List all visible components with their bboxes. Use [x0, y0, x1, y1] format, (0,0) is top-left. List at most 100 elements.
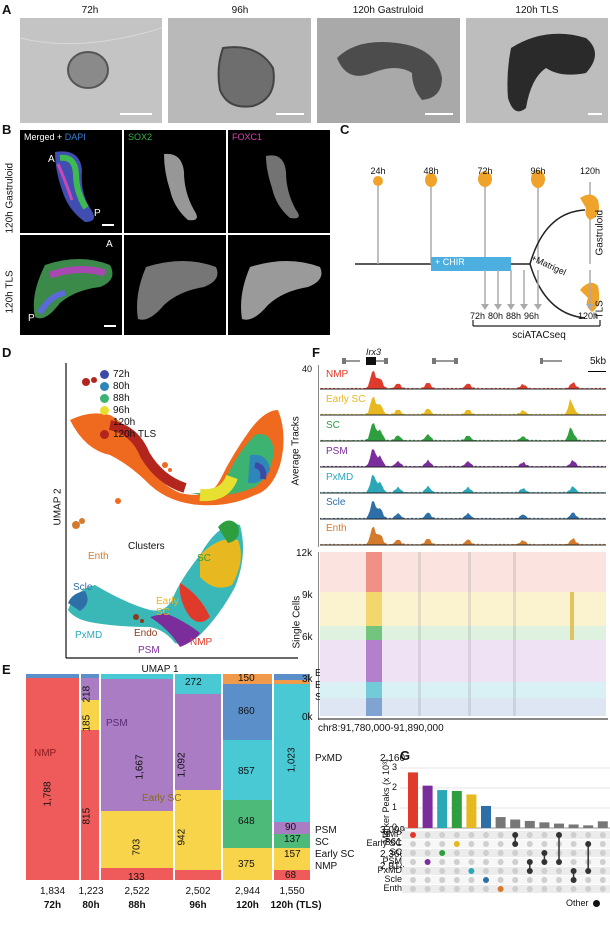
panel-label-a: A	[2, 2, 12, 17]
row-label-pxmd: PxMD	[377, 865, 403, 875]
track-label-psm: PSM	[326, 446, 348, 457]
row-label-sc: SC	[389, 847, 402, 857]
cluster-label-enth: Enth	[88, 551, 109, 562]
image-label-120h-gastruloid: 120h Gastruloid	[352, 5, 424, 16]
legend-dot-88h	[100, 394, 109, 403]
upset-dot	[570, 850, 577, 856]
upset-dot	[439, 886, 446, 892]
upset-dot	[570, 886, 577, 892]
upset-dot	[483, 886, 489, 892]
sample-120h: 120h	[578, 311, 599, 321]
upset-dot	[410, 841, 416, 847]
total-80h: 1,223	[78, 886, 104, 897]
gastruloid-label: Gastruloid	[594, 209, 606, 256]
bar-label-96h-earlysc: Early SC	[142, 793, 182, 804]
panel-label-c: C	[340, 122, 350, 137]
row-label-enth: Enth	[383, 883, 402, 893]
column-72h: 72h	[43, 900, 62, 911]
upset-dot	[497, 832, 504, 838]
bar-label-80h-nmp: 815	[81, 807, 93, 825]
channel-label-sox2: SOX2	[128, 132, 153, 142]
marker-peaks-chart	[400, 767, 610, 829]
legend-sc-count: 861	[385, 837, 402, 848]
upset-dot	[599, 841, 606, 847]
upset-dot	[453, 841, 460, 847]
marker-peaks-bar-3	[451, 790, 462, 828]
axis-label-anterior-tls: A	[106, 239, 113, 250]
legend-dot-96h	[100, 406, 109, 415]
upset-dot	[468, 886, 475, 892]
upset-dot	[599, 832, 606, 838]
marker-peaks-bar-8	[524, 820, 535, 828]
cell-tick-0k: 0k	[302, 712, 313, 723]
bar-label-tls-psm: 90	[285, 822, 297, 833]
marker-peaks-bar-12	[583, 825, 594, 828]
total-120h: 2,944	[234, 886, 261, 897]
bar-label-tls-sc: 137	[284, 834, 301, 845]
bar-label-96h-pxmd: 272	[185, 677, 202, 688]
upset-dot	[453, 850, 460, 856]
upset-dot	[439, 850, 446, 856]
track-profile-scle	[320, 501, 606, 519]
bar-label-120h-nmp: 375	[238, 859, 255, 870]
track-profile-enth	[320, 526, 606, 545]
track-label-early-sc: Early SC	[326, 394, 366, 405]
embryo-icon	[478, 171, 492, 187]
bar-label-tls-pxmd: 1,023	[286, 747, 298, 773]
track-label-nmp: NMP	[326, 369, 349, 380]
track-ymax: 40	[302, 364, 313, 374]
upset-row-bg	[402, 867, 610, 875]
bar-label-96h-earlysc-count: 942	[176, 828, 188, 846]
upset-dot	[541, 886, 548, 892]
marker-peaks-bar-1	[422, 785, 433, 828]
scale-bar	[588, 371, 606, 372]
upset-dot	[512, 886, 519, 892]
track-label-sc: SC	[326, 420, 340, 431]
upset-dot	[424, 841, 431, 847]
upset-dot	[410, 850, 416, 856]
column-120h: 120h	[236, 900, 259, 911]
upset-dot	[424, 859, 431, 865]
upset-dot	[439, 877, 446, 883]
upset-dot	[483, 868, 489, 874]
upset-dot	[410, 877, 416, 883]
upset-dot	[468, 877, 475, 883]
upset-dot	[424, 832, 431, 838]
column-80h: 80h	[82, 900, 100, 911]
method-label: sciATACseq	[512, 330, 566, 341]
bar-label-120h-pxmd-upper: 860	[238, 706, 255, 717]
chir-label: + CHIR	[435, 257, 465, 267]
legend-label-72h: 72h	[113, 369, 130, 380]
track-label-pxmd: PxMD	[326, 472, 354, 483]
legend-nmp: NMP	[315, 861, 338, 872]
upset-dot	[570, 859, 577, 865]
legend-label-80h: 80h	[113, 381, 130, 392]
upset-dot	[424, 850, 431, 856]
scale-bar-label: 5kb	[590, 356, 607, 367]
upset-dot	[439, 832, 446, 838]
legend-early-sc: Early SC	[315, 849, 355, 860]
upset-dot	[483, 877, 489, 883]
timepoint-72h: 72h	[477, 166, 493, 176]
upset-dot	[424, 886, 431, 892]
image-label-72h: 72h	[81, 5, 99, 16]
bar-label-120h-enth: 150	[238, 673, 255, 684]
sample-72h: 72h	[470, 311, 486, 321]
upset-dot	[468, 859, 475, 865]
bar-label-120h-sc: 648	[238, 816, 255, 827]
micrograph-120h-gastruloid	[317, 18, 460, 123]
upset-dot	[526, 850, 533, 856]
marker-peaks-bar-10	[554, 823, 564, 828]
marker-peaks-bar-2	[437, 790, 448, 828]
micrograph-72h	[20, 18, 162, 123]
upset-dot	[570, 841, 577, 847]
row-label-psm: PSM	[382, 856, 402, 866]
fluorescence-sox2-gastruloid: SOX2	[124, 130, 226, 233]
total-120h-tls: 1,550	[279, 886, 305, 897]
bar-label-72h-nmp-count: 1,788	[42, 781, 54, 807]
upset-dot	[453, 877, 460, 883]
legend-psm: PSM	[315, 825, 337, 836]
panel-label-b: B	[2, 122, 12, 137]
upset-dot	[410, 886, 416, 892]
micrograph-120h-tls	[466, 18, 608, 123]
